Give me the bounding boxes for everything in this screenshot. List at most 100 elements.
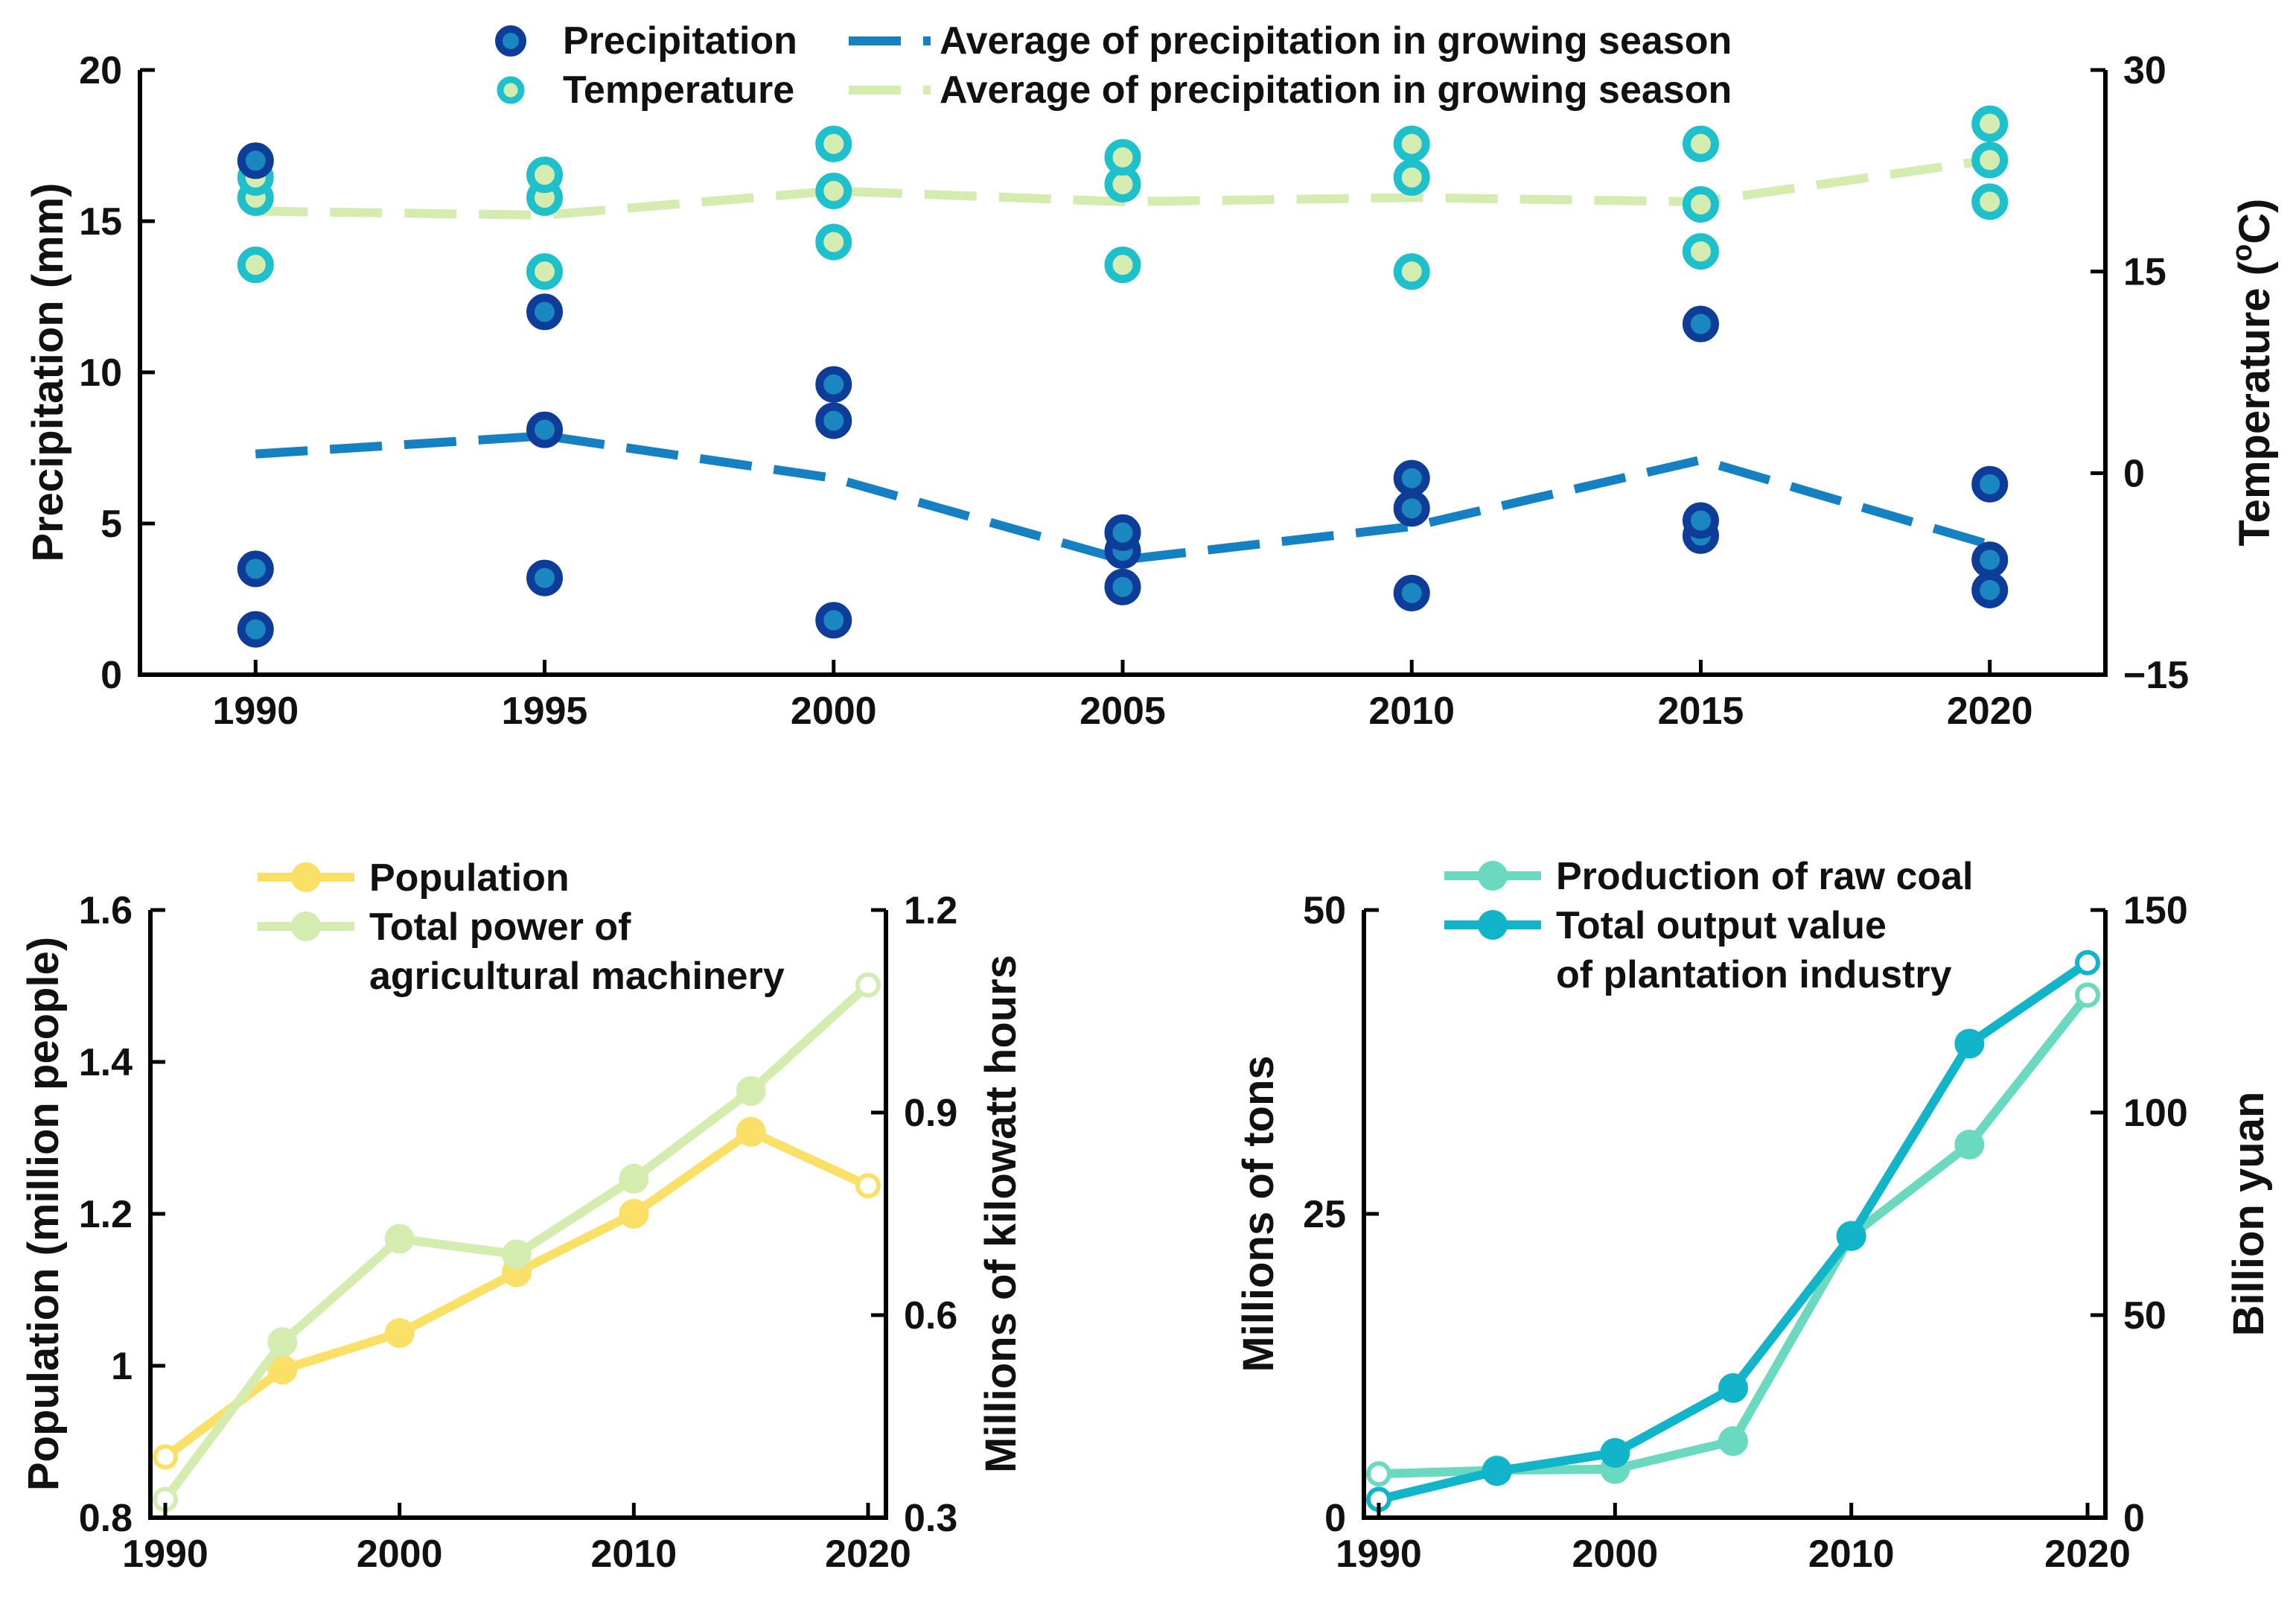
y-axis-title-right: Millions of kilowatt hours <box>977 955 1025 1473</box>
temperature-point-1990 <box>237 246 274 284</box>
legend-panel-br: Production of raw coal Total output value… <box>1444 855 1974 996</box>
temperature-point-2010 <box>1393 125 1430 162</box>
temperature-point-2015 <box>1682 185 1719 223</box>
x-tick-label: 1990 <box>1336 1533 1422 1576</box>
x-tick-label: 2010 <box>1368 690 1455 733</box>
legend-temp-avg-label: Average of precipitation in growing seas… <box>940 69 1732 112</box>
temperature-point-2005 <box>1104 139 1141 176</box>
legend-label-1: Population <box>369 856 570 900</box>
y-tick-label-left: 0 <box>1324 1497 1346 1540</box>
point-total-power-of-agricultural-machinery-2005 <box>502 1239 532 1270</box>
temperature-point-2020 <box>1971 141 2009 179</box>
precipitation-point-1990 <box>237 550 274 588</box>
precipitation-point-2005 <box>1104 568 1141 605</box>
point-population-1990 <box>153 1444 178 1470</box>
precipitation-point-2020 <box>1971 541 2009 579</box>
x-tick-label: 2010 <box>590 1533 677 1576</box>
point-population-1995 <box>267 1355 298 1385</box>
point-population-2000 <box>384 1318 415 1349</box>
y-tick-label-right: 15 <box>2123 251 2166 294</box>
x-tick-label: 1990 <box>122 1533 208 1576</box>
y-tick-label-right: 0.6 <box>904 1294 957 1337</box>
point-total-output-value-of-plantation-industry-2000 <box>1600 1437 1630 1468</box>
x-tick-label: 2005 <box>1080 690 1166 733</box>
temperature-point-1995 <box>526 253 564 290</box>
precipitation-point-1995 <box>526 411 564 448</box>
legend-label-1: Production of raw coal <box>1556 855 1974 898</box>
y-tick-label-right: 1.2 <box>904 889 957 932</box>
y-tick-label-left: 10 <box>79 351 122 395</box>
precipitation-point-2010 <box>1393 490 1430 527</box>
y-tick-label-right: 30 <box>2123 49 2166 92</box>
y-tick-label-right: −15 <box>2123 654 2189 697</box>
point-total-power-of-agricultural-machinery-2020 <box>855 972 881 998</box>
precipitation-point-2000 <box>815 366 852 403</box>
temperature-point-2010 <box>1393 253 1430 290</box>
x-tick-label: 1990 <box>212 690 299 733</box>
point-total-output-value-of-plantation-industry-2020 <box>2075 949 2100 976</box>
x-tick-label: 2020 <box>825 1533 911 1576</box>
point-total-output-value-of-plantation-industry-2005 <box>1718 1372 1748 1403</box>
temperature-point-2000 <box>815 223 852 261</box>
y-tick-label-right: 0.3 <box>904 1497 957 1540</box>
precipitation-temperature-chart: 0 5 10 15 20 −15 0 15 30 1990 1995 2000 2005 2010 2015… <box>24 19 2279 733</box>
y-tick-label-left: 50 <box>1303 889 1346 932</box>
y-axis-title-right: Temperature (oC) <box>2227 199 2279 547</box>
y-axis-title-left: Precipitation (mm) <box>24 182 72 561</box>
precipitation-point-1995 <box>526 293 564 331</box>
temperature-point-2015 <box>1682 125 1719 162</box>
y-tick-label-left: 15 <box>79 200 122 244</box>
point-total-output-value-of-plantation-industry-2010 <box>1836 1221 1866 1251</box>
legend-label-2a: Total output value <box>1556 904 1887 947</box>
line-population <box>162 1127 870 1461</box>
precipitation-point-2010 <box>1393 574 1430 611</box>
precipitation-point-2020 <box>1971 571 2009 608</box>
point-total-power-of-agricultural-machinery-1995 <box>267 1327 298 1358</box>
temperature-point-2000 <box>815 172 852 209</box>
legend-swatch-marker-1 <box>1478 861 1508 891</box>
precipitation-point-2005 <box>1104 514 1141 551</box>
precipitation-point-2000 <box>815 402 852 439</box>
y-tick-label-left: 1.6 <box>79 889 133 932</box>
precipitation-point-2015 <box>1682 305 1719 343</box>
precipitation-point-2015 <box>1682 502 1719 539</box>
y-tick-label-left: 1 <box>111 1345 133 1388</box>
x-tick-label: 2015 <box>1658 690 1744 733</box>
temperature-point-2015 <box>1682 233 1719 270</box>
temperature-point-2005 <box>1104 246 1141 284</box>
legend-panel-bl: Population Total power of agricultural mac… <box>258 856 785 998</box>
precipitation-point-1995 <box>526 559 564 596</box>
precipitation-point-2010 <box>1393 459 1430 497</box>
x-tick-label: 2000 <box>1572 1533 1658 1576</box>
temperature-point-2020 <box>1971 183 2009 220</box>
point-population-2020 <box>855 1173 881 1199</box>
temperature-point-1995 <box>526 156 564 194</box>
temperature-point-2020 <box>1971 105 2009 142</box>
y-axis-title-right-unit: C) <box>2230 199 2279 244</box>
x-tick-label: 2000 <box>791 690 877 733</box>
temperature-point-2010 <box>1393 159 1430 196</box>
precipitation-point-2020 <box>1971 465 2009 503</box>
y-tick-label-left: 25 <box>1303 1193 1346 1236</box>
y-axis-title-right-part: Temperature ( <box>2230 261 2279 546</box>
y-tick-label-right: 150 <box>2123 889 2188 932</box>
legend-temp-label: Temperature <box>563 69 794 112</box>
legend-label-2b: agricultural machinery <box>369 955 785 998</box>
point-production-of-raw-coal-1990 <box>1366 1461 1391 1487</box>
legend-swatch-marker-2 <box>291 912 321 941</box>
legend-temp-marker <box>497 76 525 104</box>
y-tick-label-left: 1.2 <box>79 1193 133 1236</box>
precipitation-point-2000 <box>815 602 852 639</box>
legend-label-2b: of plantation industry <box>1556 953 1952 996</box>
y-tick-label-left: 0 <box>101 654 122 697</box>
point-total-power-of-agricultural-machinery-2000 <box>384 1224 415 1254</box>
point-population-2010 <box>619 1199 649 1229</box>
point-production-of-raw-coal-2020 <box>2075 982 2100 1008</box>
precipitation-point-1990 <box>237 611 274 648</box>
temperature-point-2000 <box>815 125 852 162</box>
legend-swatch-marker-2 <box>1478 910 1508 940</box>
x-tick-label: 2000 <box>357 1533 443 1576</box>
point-total-output-value-of-plantation-industry-1995 <box>1482 1456 1512 1486</box>
coal-plantation-chart: 0 25 50 0 50 100 150 1990 2000 2010 2020 Millions o… <box>1234 855 2273 1576</box>
